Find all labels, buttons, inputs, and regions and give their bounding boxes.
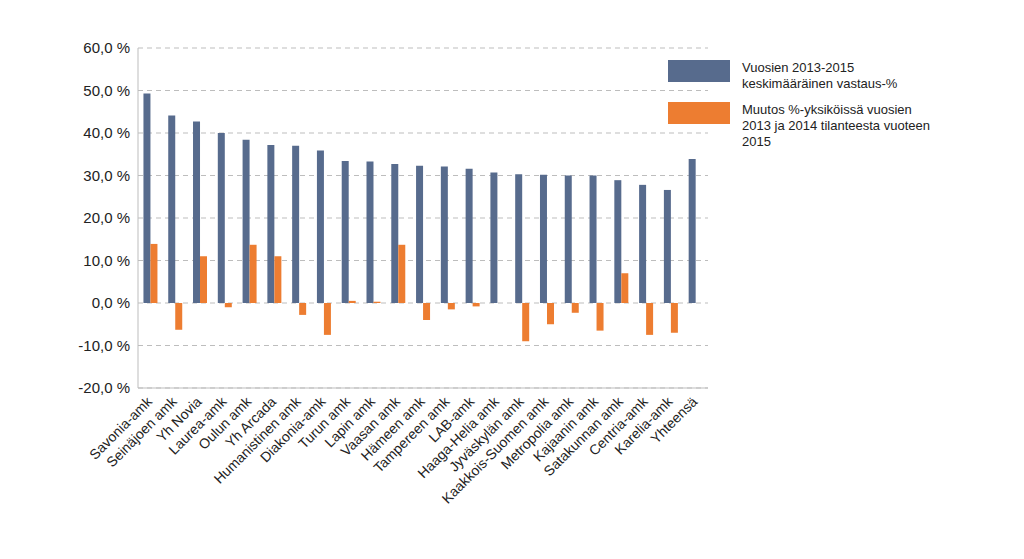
svg-text:0,0 %: 0,0 % [92,294,130,311]
svg-text:Hämeen amk: Hämeen amk [357,393,428,464]
svg-text:Humanistinen amk: Humanistinen amk [210,393,304,487]
svg-text:Haaga-Helia amk: Haaga-Helia amk [414,393,503,482]
svg-text:Jyväskylän amk: Jyväskylän amk [445,393,527,475]
svg-text:Oulun amk: Oulun amk [195,393,255,453]
svg-text:50,0 %: 50,0 % [83,82,130,99]
svg-text:Diakonia-amk: Diakonia-amk [256,393,329,466]
svg-text:Vaasan amk: Vaasan amk [337,393,403,459]
svg-text:Kajaanin amk: Kajaanin amk [529,393,602,465]
svg-text:Centria-amk: Centria-amk [585,393,651,459]
svg-text:Yh Novia: Yh Novia [153,393,205,445]
html-text:Vuosien 2013-2015 keskimääräin: Vuosien 2013-2015 keskimääräinen vastaus… [742,60,898,91]
svg-text:-10,0 %: -10,0 % [78,337,130,354]
svg-text:10,0 %: 10,0 % [83,252,130,269]
svg-text:LAB-amk: LAB-amk [425,393,478,446]
svg-text:Kaakkois-Suomen amk: Kaakkois-Suomen amk [438,393,552,507]
svg-text:-20,0 %: -20,0 % [78,379,130,396]
svg-text:Turun amk: Turun amk [295,393,354,452]
svg-text:Karelia-amk: Karelia-amk [611,393,676,458]
svg-text:20,0 %: 20,0 % [83,209,130,226]
svg-text:Laurea-amk: Laurea-amk [165,393,230,458]
svg-text:40,0 %: 40,0 % [83,124,130,141]
svg-text:Satakunnan amk: Satakunnan amk [540,393,626,479]
svg-text:Yhteensä: Yhteensä [647,393,700,446]
svg-text:Yh Arcada: Yh Arcada [222,393,279,451]
svg-text:Seinäjoen amk: Seinäjoen amk [103,393,180,471]
svg-text:Metropolia amk: Metropolia amk [497,393,577,473]
svg-text:Tampereen amk: Tampereen amk [370,393,453,476]
svg-text:Lapin amk: Lapin amk [321,393,379,451]
svg-text:30,0 %: 30,0 % [83,167,130,184]
html-text:Muutos %-yksiköissä vuosien 20: Muutos %-yksiköissä vuosien 2013 ja 2014… [742,102,930,149]
svg-text:Savonia-amk: Savonia-amk [86,393,156,463]
svg-text:60,0 %: 60,0 % [83,39,130,56]
